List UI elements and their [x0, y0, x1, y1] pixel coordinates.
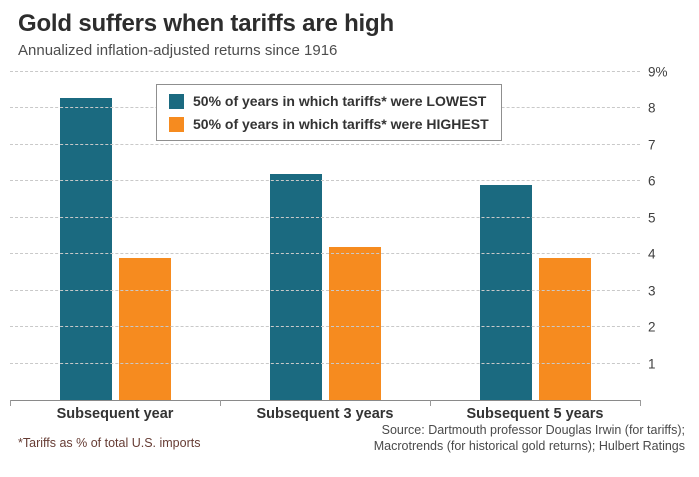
- category-labels: Subsequent year Subsequent 3 years Subsequ…: [10, 406, 640, 422]
- gridline: [10, 289, 640, 291]
- bar-lowest: [59, 97, 112, 400]
- page-subtitle: Annualized inflation-adjusted returns si…: [18, 42, 338, 59]
- y-axis-tick-label: 3: [648, 283, 656, 299]
- legend-label-lowest: 50% of years in which tariffs* were LOWE…: [193, 93, 487, 109]
- x-axis-tick: [220, 400, 221, 406]
- category-label: Subsequent 5 years: [466, 406, 604, 422]
- bar-highest: [328, 246, 381, 400]
- gridline: [10, 253, 640, 255]
- gridline: [10, 362, 640, 364]
- legend: 50% of years in which tariffs* were LOWE…: [156, 84, 502, 141]
- x-axis-tick: [640, 400, 641, 406]
- bar-lowest: [269, 174, 322, 400]
- y-axis-tick-label: 7: [648, 137, 656, 153]
- gridline: [10, 71, 640, 72]
- x-axis-tick: [430, 400, 431, 406]
- footnote: *Tariffs as % of total U.S. imports: [18, 436, 201, 450]
- legend-swatch-lowest: [169, 93, 184, 109]
- bar-highest: [118, 257, 171, 400]
- source-attribution: Source: Dartmouth professor Douglas Irwi…: [374, 422, 685, 455]
- source-line-1: Source: Dartmouth professor Douglas Irwi…: [381, 423, 685, 437]
- gridline: [10, 143, 640, 145]
- y-axis-tick-label: 9%: [648, 64, 668, 80]
- bar-group: [479, 184, 591, 400]
- gridline: [10, 180, 640, 182]
- gridline: [10, 326, 640, 328]
- y-axis-tick-label: 2: [648, 319, 656, 335]
- y-axis-tick-label: 6: [648, 173, 656, 189]
- y-axis-tick-label: 4: [648, 246, 656, 262]
- category-label: Subsequent 3 years: [256, 406, 394, 422]
- x-axis-tick: [10, 400, 11, 406]
- legend-row-lowest: 50% of years in which tariffs* were LOWE…: [169, 93, 489, 109]
- legend-label-highest: 50% of years in which tariffs* were HIGH…: [193, 116, 489, 132]
- category-label: Subsequent year: [56, 406, 174, 422]
- bar-highest: [538, 257, 591, 400]
- source-line-2: Macrotrends (for historical gold returns…: [373, 439, 685, 454]
- plot-area: 1 2 3 4 5 6 7 8 9%: [10, 65, 668, 406]
- y-axis-tick-label: 1: [648, 356, 656, 372]
- legend-swatch-highest: [169, 116, 184, 132]
- gridline: [10, 216, 640, 218]
- page-title: Gold suffers when tariffs are high: [18, 10, 394, 37]
- bar-group: [269, 174, 381, 400]
- y-axis-tick-label: 5: [648, 210, 656, 226]
- legend-row-highest: 50% of years in which tariffs* were HIGH…: [169, 116, 489, 132]
- bars-row: [10, 72, 640, 400]
- bar-lowest: [479, 184, 532, 400]
- y-axis-tick-label: 8: [648, 100, 656, 116]
- bar-group: [59, 97, 171, 400]
